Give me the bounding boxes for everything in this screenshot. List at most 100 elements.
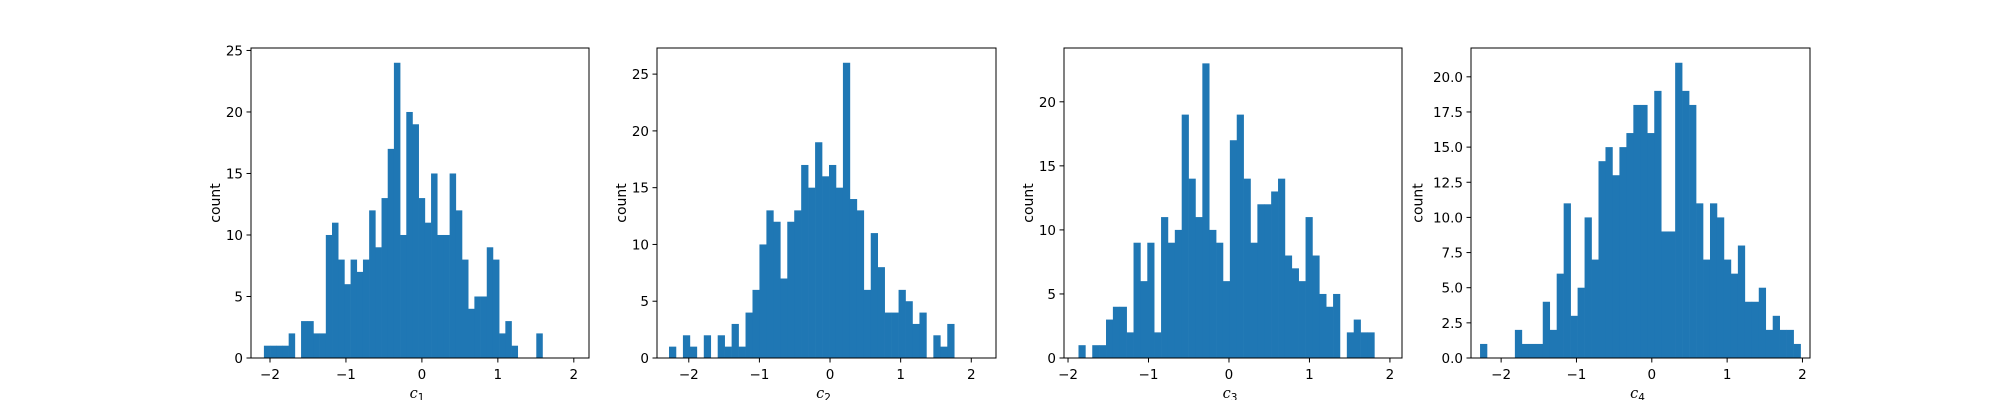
histogram-bar (1133, 242, 1141, 358)
histogram-bar (689, 346, 698, 358)
histogram-bar (1598, 161, 1606, 358)
histogram-bar (313, 333, 320, 358)
histogram-bar (1154, 332, 1162, 358)
histogram-bar (1078, 345, 1086, 358)
histogram-bar (1744, 301, 1753, 358)
histogram-bar (1257, 204, 1265, 358)
histogram-bar (412, 124, 419, 359)
histogram-bar (443, 234, 450, 358)
histogram-bar (1619, 147, 1627, 358)
x-tick-label: 0 (1648, 367, 1657, 383)
histogram-bar (1312, 255, 1320, 358)
histogram-bar (1737, 245, 1746, 358)
histogram-bar (1647, 133, 1655, 358)
y-tick-label: 20 (632, 124, 649, 140)
x-tick-label: −1 (1139, 367, 1159, 383)
histogram-bar (468, 308, 475, 358)
histogram-bar (780, 278, 788, 358)
histogram-bar (1195, 217, 1203, 358)
histogram-bar (1626, 133, 1634, 358)
y-tick-label: 0 (640, 351, 649, 367)
histogram-bar (1119, 306, 1127, 358)
histogram-bar (766, 210, 774, 358)
histogram-bar (919, 312, 927, 358)
histogram-bar (822, 176, 830, 358)
histogram-bar (1147, 242, 1155, 358)
histogram-bar (1319, 293, 1327, 358)
histogram-bar (891, 312, 899, 358)
histogram-bar (288, 333, 296, 358)
x-tick-label: 0 (826, 367, 835, 383)
x-tick-label: 2 (570, 367, 579, 383)
y-tick-label: 15.0 (1433, 140, 1463, 156)
x-axis-label: c4 (1630, 386, 1645, 400)
y-tick-label: 20 (226, 105, 243, 121)
x-tick-label: −2 (1491, 367, 1511, 383)
histogram-bar (263, 345, 271, 358)
histogram-bar (486, 247, 494, 358)
x-tick-label: 1 (494, 367, 503, 383)
histogram-bar (1758, 287, 1767, 358)
x-tick-label: 2 (967, 367, 976, 383)
histogram-bar (1305, 217, 1313, 358)
histogram-bar (375, 247, 382, 358)
histogram-bar (325, 234, 333, 358)
histogram-bar (350, 259, 358, 358)
histogram-bar (431, 173, 438, 358)
histogram-bar (1640, 104, 1648, 358)
histogram-bar (1577, 287, 1585, 358)
x-tick-label: 2 (1386, 367, 1395, 383)
histogram-bar (947, 323, 955, 358)
axes-frame (250, 47, 590, 359)
histogram-bar (1528, 343, 1537, 358)
histogram-bar (842, 62, 851, 358)
histogram-bar (849, 199, 858, 358)
histogram-bar (332, 222, 339, 358)
histogram-bar (794, 210, 802, 358)
histogram-bar (682, 335, 691, 358)
histogram-bar (338, 259, 345, 358)
y-axis-label: count (1021, 183, 1037, 223)
histogram-bar (1703, 259, 1711, 358)
histogram-bar (1243, 178, 1251, 358)
histogram-bar (536, 333, 543, 358)
histogram-bar (1126, 332, 1134, 358)
histogram-bar (1174, 229, 1182, 358)
histogram-bar (1216, 242, 1224, 358)
y-tick-label: 10 (632, 237, 649, 253)
histogram-bar (745, 312, 753, 358)
histogram-bar (731, 323, 739, 358)
histogram-bar (1250, 242, 1258, 358)
x-tick-label: 0 (1225, 367, 1234, 383)
x-tick-label: −1 (336, 367, 356, 383)
histogram-bar (1591, 259, 1599, 358)
histogram-bar (381, 198, 389, 358)
histogram-bar (1779, 329, 1787, 358)
y-tick-label: 15 (632, 181, 649, 197)
y-tick-label: 25 (226, 43, 243, 59)
histogram-bar (835, 187, 844, 358)
histogram-bar (1188, 178, 1196, 358)
histogram-bar (1278, 178, 1286, 358)
histogram-bar (387, 148, 395, 358)
histogram-bar (511, 345, 519, 358)
histogram-bar (1521, 343, 1530, 358)
histogram-bar (1346, 332, 1355, 358)
histogram-bar (1236, 114, 1244, 358)
histogram-bar (1772, 315, 1780, 358)
histogram-bar (1264, 204, 1272, 358)
histogram-bar (418, 198, 426, 358)
histogram-bar (1786, 329, 1794, 358)
histogram-bar (738, 346, 746, 358)
histogram-bar (1284, 255, 1293, 358)
histogram-bar (1181, 114, 1189, 358)
histogram-bar (787, 221, 795, 358)
histogram-bar (474, 296, 481, 358)
y-tick-label: 2.5 (1442, 316, 1463, 332)
histogram-bar (1716, 217, 1725, 358)
histogram-bar (301, 321, 308, 358)
histogram-bar (884, 312, 892, 358)
